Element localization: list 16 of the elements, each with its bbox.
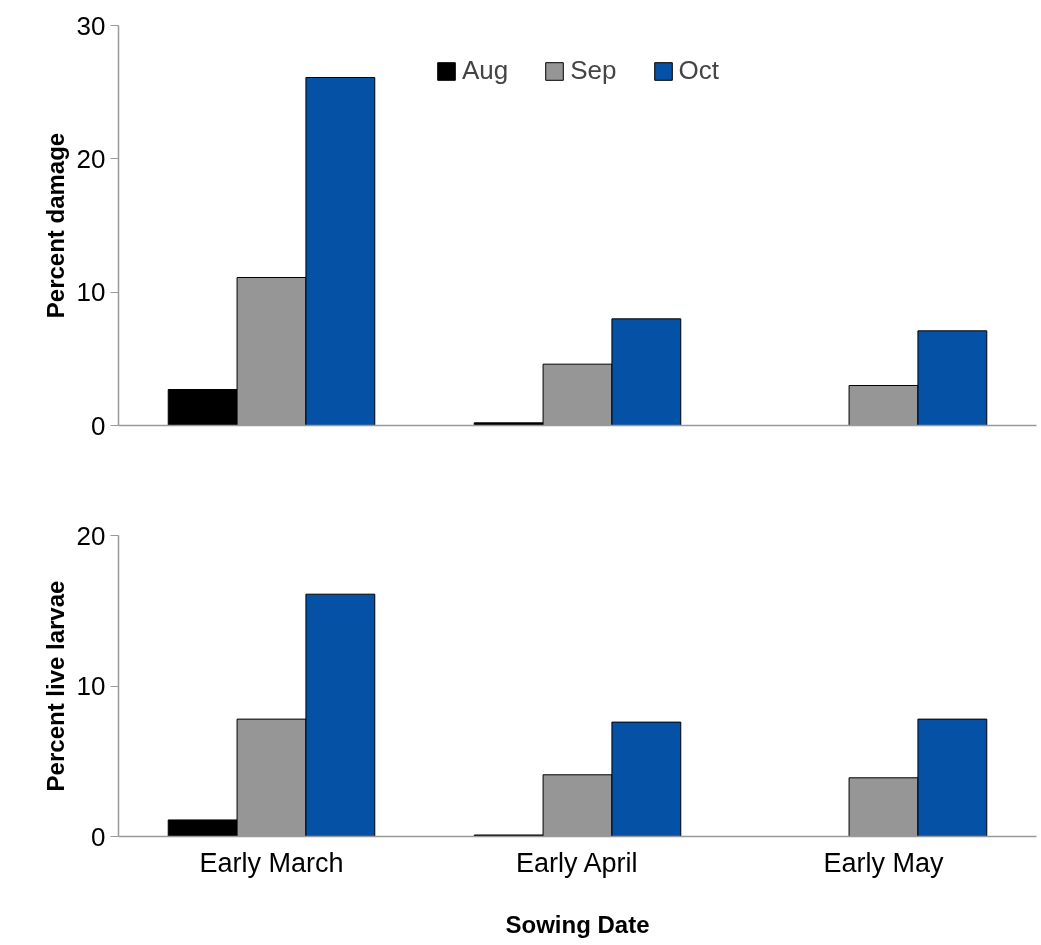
x-tick-label: Early May [823, 847, 945, 878]
x-axis-title: Sowing Date [505, 910, 650, 938]
y-tick-label: 20 [76, 143, 106, 174]
y-tick-label: 20 [76, 520, 106, 551]
y-tick-label: 0 [91, 410, 106, 441]
y-axis-title: Percent damage [41, 132, 69, 319]
y-axis-title: Percent live larvae [41, 580, 69, 792]
y-tick-label: 10 [76, 671, 106, 701]
legend-label: Sep [570, 55, 617, 86]
x-tick-label: Early March [199, 847, 344, 878]
y-tick-label: 0 [91, 821, 106, 852]
y-tick-label: 30 [76, 10, 106, 41]
legend-label: Aug [462, 55, 509, 86]
x-tick-label: Early April [515, 847, 638, 878]
legend-label: Oct [678, 55, 719, 86]
y-tick-label: 10 [76, 277, 106, 308]
